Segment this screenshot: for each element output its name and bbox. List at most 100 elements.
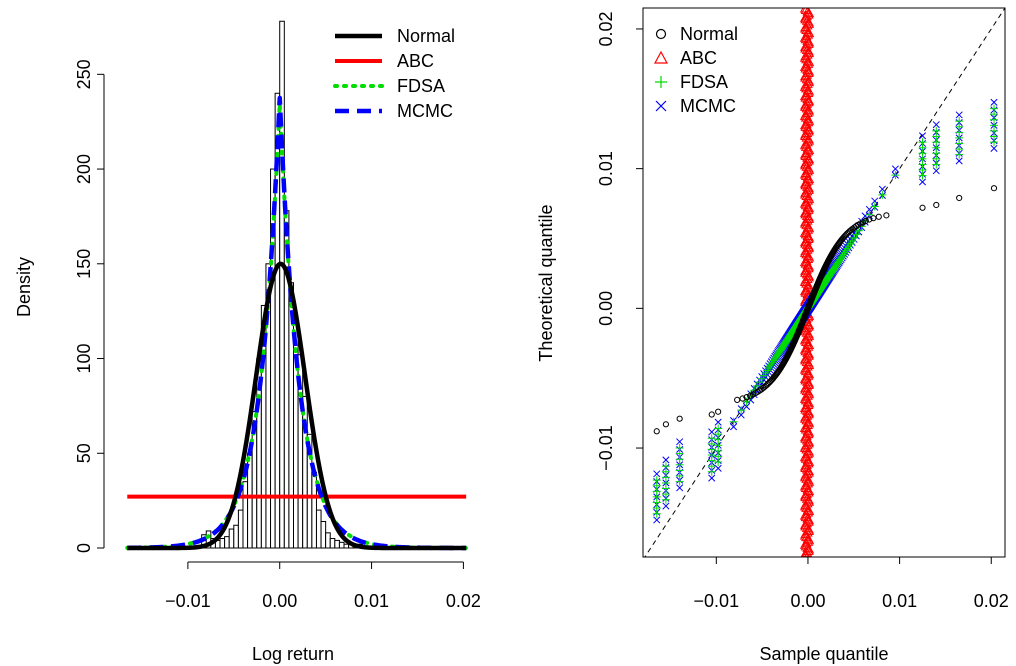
- mcmc-point: [662, 502, 670, 510]
- plot-area: [644, 8, 1005, 557]
- y-axis-title: Theoretical quantile: [536, 204, 556, 361]
- abc-point: [802, 259, 814, 270]
- abc-point: [802, 367, 814, 377]
- normal-point: [866, 216, 873, 223]
- x-tick-label: 0.01: [882, 591, 917, 611]
- x-axis-title: Sample quantile: [759, 644, 888, 664]
- x-tick-label: 0.00: [790, 591, 825, 611]
- series-abc: [799, 8, 815, 557]
- mcmc-point: [737, 411, 745, 419]
- normal-point: [875, 213, 882, 220]
- abc-point: [801, 371, 812, 382]
- abc-point: [803, 357, 814, 368]
- legend-label: ABC: [680, 48, 717, 68]
- abc-point: [801, 459, 812, 469]
- abc-point: [800, 353, 811, 363]
- abc-point: [803, 328, 814, 339]
- mcmc-point: [743, 403, 751, 411]
- legend-key-fdsa: [655, 76, 667, 88]
- abc-point: [802, 113, 814, 124]
- y-tick-label: 0.01: [596, 151, 616, 186]
- abc-point: [800, 196, 812, 207]
- normal-point: [739, 395, 746, 402]
- abc-point: [801, 400, 812, 411]
- mcmc-point: [662, 456, 670, 464]
- histogram-bar: [237, 509, 244, 549]
- normal-point: [734, 396, 741, 404]
- abc-point: [800, 420, 812, 431]
- abc-point: [803, 241, 814, 251]
- abc-point: [802, 171, 814, 182]
- mcmc-point: [708, 474, 716, 482]
- y-tick-label: 150: [74, 249, 94, 279]
- abc-point: [803, 270, 814, 280]
- histogram-bar: [329, 538, 336, 549]
- mcmc-point: [714, 464, 722, 472]
- abc-point: [802, 230, 814, 240]
- abc-point: [800, 245, 811, 256]
- fdsa-point: [836, 255, 845, 264]
- y-axis-title: Density: [14, 257, 34, 317]
- abc-point: [802, 445, 814, 456]
- histogram-bar: [334, 539, 340, 549]
- abc-point: [800, 470, 811, 480]
- mcmc-point: [676, 484, 684, 492]
- normal-point: [676, 415, 683, 422]
- legend-label: Normal: [680, 24, 738, 44]
- density-line-mcmc: [125, 95, 469, 551]
- abc-point: [802, 84, 814, 94]
- abc-point: [803, 125, 814, 136]
- abc-point: [803, 191, 814, 202]
- y-axis: −0.01 0.00 0.01 0.02: [596, 11, 643, 471]
- fdsa-point: [870, 202, 879, 211]
- legend-label: FDSA: [397, 76, 445, 96]
- normal-point: [859, 219, 866, 226]
- fdsa-point: [955, 117, 964, 126]
- fdsa-point: [769, 356, 778, 365]
- abc-point: [800, 158, 811, 168]
- abc-point: [803, 16, 814, 27]
- abc-point: [803, 494, 814, 505]
- fdsa-point: [675, 444, 684, 453]
- normal-point: [870, 215, 877, 222]
- fdsa-point: [932, 126, 941, 135]
- y-tick-label: 50: [74, 443, 94, 463]
- abc-point: [801, 176, 812, 187]
- abc-point: [800, 479, 812, 489]
- normal-point: [747, 392, 754, 399]
- abc-point: [802, 201, 814, 211]
- abc-point: [802, 483, 814, 494]
- histogram-bar: [219, 538, 226, 549]
- histogram-bar: [325, 532, 331, 549]
- abc-point: [803, 523, 814, 534]
- legend-key-normal: [655, 28, 667, 40]
- legend-key-mcmc: [655, 100, 667, 112]
- legend-key-abc: [653, 50, 669, 64]
- mcmc-point: [955, 157, 963, 165]
- fdsa-point: [707, 434, 716, 443]
- histogram-bar: [228, 528, 235, 549]
- abc-point: [802, 221, 814, 231]
- abc-point: [803, 133, 814, 144]
- abc-point: [801, 147, 812, 157]
- abc-point: [802, 533, 814, 543]
- abc-point: [800, 274, 812, 285]
- abc-point: [800, 13, 811, 24]
- abc-point: [802, 337, 814, 348]
- fdsa-point: [854, 226, 863, 235]
- normal-point: [715, 408, 722, 415]
- abc-point: [802, 425, 814, 436]
- normal-point: [743, 394, 750, 401]
- abc-point: [800, 333, 812, 343]
- y-tick-label: 200: [74, 154, 94, 184]
- histogram-bar: [315, 509, 322, 549]
- x-tick-label: 0.02: [446, 591, 481, 611]
- histogram-bar: [242, 481, 249, 549]
- y-tick-label: 100: [74, 344, 94, 374]
- mcmc-point: [865, 205, 873, 213]
- abc-point: [800, 138, 812, 148]
- abc-point: [800, 99, 811, 110]
- reference-line: [644, 8, 1005, 557]
- fdsa-point: [661, 462, 670, 471]
- abc-point: [800, 88, 812, 99]
